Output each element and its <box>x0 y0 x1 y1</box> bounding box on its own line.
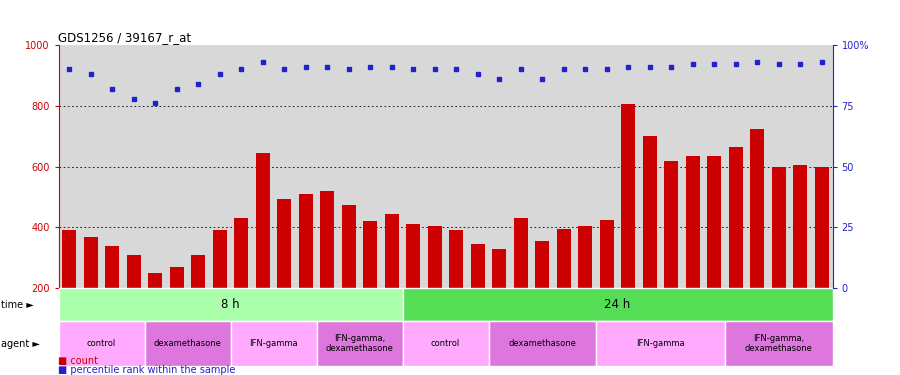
Bar <box>725 321 833 366</box>
Bar <box>643 136 657 288</box>
Text: ■ percentile rank within the sample: ■ percentile rank within the sample <box>58 365 236 375</box>
Bar <box>772 166 786 288</box>
Bar <box>212 231 227 288</box>
Bar <box>62 231 77 288</box>
Text: time ►: time ► <box>1 300 33 310</box>
Bar <box>127 255 140 288</box>
Bar <box>58 288 402 321</box>
Bar <box>277 198 292 288</box>
Text: IFN-gamma: IFN-gamma <box>636 339 685 348</box>
Bar <box>621 104 635 288</box>
Bar <box>320 191 334 288</box>
Bar <box>428 226 442 288</box>
Bar <box>664 160 679 288</box>
Bar <box>793 165 807 288</box>
Bar <box>145 321 230 366</box>
Bar <box>514 218 527 288</box>
Text: ■ count: ■ count <box>58 356 98 366</box>
Bar <box>599 220 614 288</box>
Text: IFN-gamma,
dexamethasone: IFN-gamma, dexamethasone <box>326 334 393 353</box>
Bar <box>536 241 549 288</box>
Bar <box>170 267 184 288</box>
Bar <box>449 231 464 288</box>
Bar <box>489 321 596 366</box>
Text: dexamethasone: dexamethasone <box>508 339 576 348</box>
Bar <box>406 224 420 288</box>
Bar <box>557 229 571 288</box>
Bar <box>707 156 721 288</box>
Bar <box>234 218 248 288</box>
Bar <box>84 237 98 288</box>
Text: agent ►: agent ► <box>1 339 40 348</box>
Bar <box>230 321 317 366</box>
Bar <box>729 147 742 288</box>
Bar <box>686 156 699 288</box>
Text: control: control <box>431 339 460 348</box>
Text: control: control <box>87 339 116 348</box>
Text: IFN-gamma,
dexamethasone: IFN-gamma, dexamethasone <box>745 334 813 353</box>
Text: GDS1256 / 39167_r_at: GDS1256 / 39167_r_at <box>58 31 192 44</box>
Bar <box>256 153 270 288</box>
Bar <box>579 226 592 288</box>
Bar <box>402 321 489 366</box>
Bar <box>471 244 485 288</box>
Bar <box>317 321 402 366</box>
Bar <box>342 205 356 288</box>
Bar <box>385 214 399 288</box>
Bar <box>192 255 205 288</box>
Bar <box>364 221 377 288</box>
Bar <box>105 246 119 288</box>
Text: dexamethasone: dexamethasone <box>154 339 221 348</box>
Text: IFN-gamma: IFN-gamma <box>249 339 298 348</box>
Bar <box>148 273 162 288</box>
Text: 24 h: 24 h <box>605 298 631 311</box>
Bar <box>58 321 145 366</box>
Text: 8 h: 8 h <box>221 298 239 311</box>
Bar <box>596 321 725 366</box>
Bar <box>814 166 829 288</box>
Bar <box>402 288 832 321</box>
Bar <box>492 249 506 288</box>
Bar <box>751 129 764 288</box>
Bar <box>299 194 312 288</box>
